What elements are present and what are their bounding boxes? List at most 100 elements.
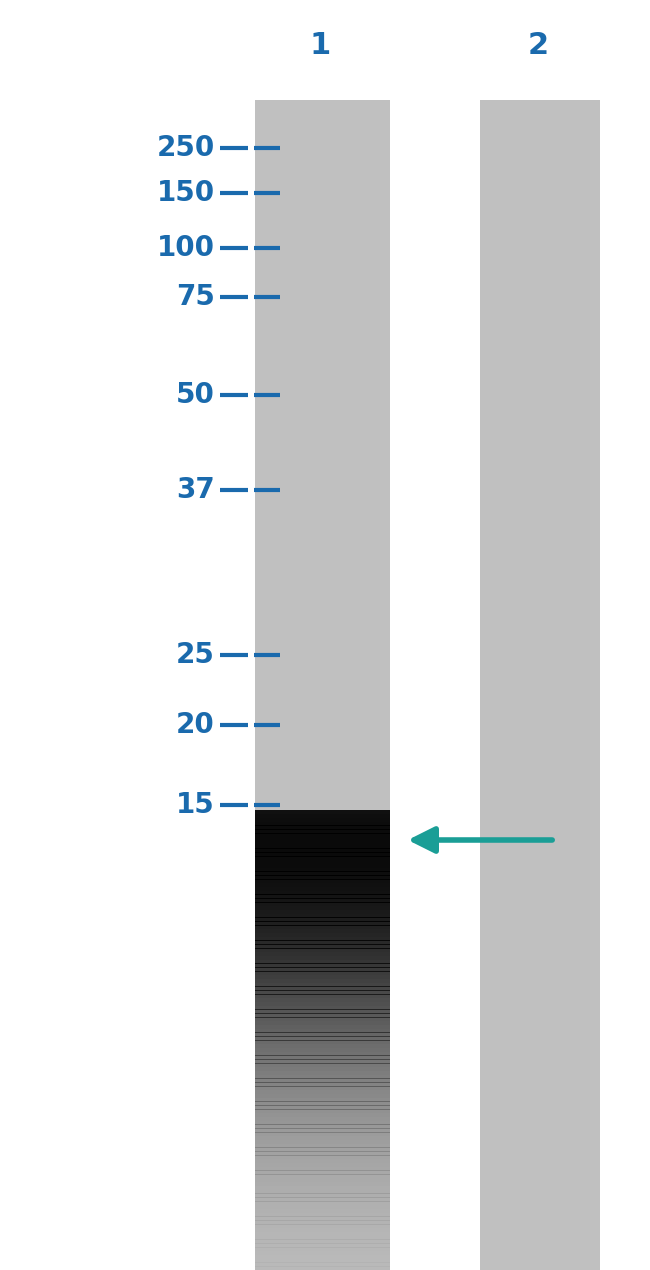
Bar — [255, 1090, 390, 1095]
Text: 150: 150 — [157, 179, 215, 207]
Bar — [255, 1044, 390, 1048]
Bar — [255, 1116, 390, 1121]
Bar — [255, 979, 390, 983]
Bar — [255, 1040, 390, 1044]
Bar — [255, 1078, 390, 1082]
Bar — [255, 960, 390, 964]
Bar — [255, 875, 390, 880]
Bar — [255, 1266, 390, 1270]
Bar — [255, 833, 390, 837]
Bar — [255, 928, 390, 933]
Bar — [255, 944, 390, 949]
Bar — [255, 826, 390, 829]
Bar — [255, 1029, 390, 1033]
Bar — [255, 886, 390, 892]
Bar — [255, 983, 390, 987]
Bar — [255, 909, 390, 914]
Bar — [255, 987, 390, 991]
Bar — [255, 1055, 390, 1059]
Bar — [255, 1120, 390, 1125]
Text: 2: 2 — [527, 30, 549, 60]
Bar — [255, 1154, 390, 1160]
Bar — [255, 867, 390, 871]
Bar — [255, 1128, 390, 1133]
Bar — [255, 1052, 390, 1055]
Bar — [255, 1182, 390, 1186]
Bar — [255, 1243, 390, 1247]
Bar — [255, 1059, 390, 1063]
Bar — [255, 822, 390, 826]
Bar — [255, 998, 390, 1002]
Bar — [255, 100, 390, 1270]
Bar — [255, 1151, 390, 1156]
Bar — [480, 100, 600, 1270]
Bar — [255, 814, 390, 818]
Bar — [255, 1067, 390, 1071]
Bar — [255, 1217, 390, 1220]
Bar — [255, 871, 390, 876]
Bar — [255, 1013, 390, 1017]
Bar — [255, 951, 390, 956]
Bar — [255, 1205, 390, 1209]
Bar — [255, 940, 390, 945]
Bar — [255, 1259, 390, 1262]
Bar — [255, 879, 390, 884]
Bar — [255, 906, 390, 911]
Bar — [255, 883, 390, 888]
Bar — [255, 1010, 390, 1013]
Bar — [255, 1247, 390, 1251]
Bar — [255, 972, 390, 975]
Bar — [255, 1224, 390, 1228]
Bar — [255, 1082, 390, 1087]
Bar — [255, 1113, 390, 1118]
Bar — [255, 810, 390, 814]
Bar — [255, 1048, 390, 1052]
Bar — [255, 1190, 390, 1194]
Bar — [255, 1198, 390, 1201]
Bar — [255, 1063, 390, 1067]
Text: 50: 50 — [176, 381, 215, 409]
Bar — [255, 1033, 390, 1036]
Bar — [255, 1071, 390, 1074]
Bar — [255, 1213, 390, 1217]
Bar — [255, 1101, 390, 1106]
Bar — [255, 1017, 390, 1021]
Bar — [255, 845, 390, 848]
Bar — [255, 1232, 390, 1236]
Bar — [255, 1105, 390, 1110]
Bar — [255, 1240, 390, 1243]
Bar — [255, 1097, 390, 1102]
Bar — [255, 975, 390, 979]
Bar — [255, 1228, 390, 1232]
Bar — [255, 921, 390, 926]
Bar — [255, 1025, 390, 1029]
Bar — [255, 1109, 390, 1114]
Bar — [255, 829, 390, 833]
Text: 250: 250 — [157, 135, 215, 163]
Bar — [255, 1074, 390, 1078]
Bar — [255, 936, 390, 941]
Bar — [255, 994, 390, 998]
Bar — [255, 860, 390, 864]
Text: 37: 37 — [176, 476, 215, 504]
Bar — [255, 1251, 390, 1255]
Bar — [255, 1179, 390, 1182]
Text: 20: 20 — [176, 711, 215, 739]
Bar — [255, 991, 390, 994]
Bar — [255, 917, 390, 922]
Bar — [255, 1139, 390, 1144]
Text: 75: 75 — [176, 283, 215, 311]
Bar — [255, 894, 390, 899]
Bar — [255, 1236, 390, 1240]
Text: 15: 15 — [176, 791, 215, 819]
Bar — [255, 852, 390, 856]
Text: 25: 25 — [176, 641, 215, 669]
Bar — [255, 1167, 390, 1171]
Bar — [255, 1194, 390, 1198]
Bar — [255, 1175, 390, 1179]
Bar — [255, 1093, 390, 1099]
Bar — [255, 890, 390, 895]
Bar — [255, 1006, 390, 1010]
Text: 1: 1 — [309, 30, 331, 60]
Bar — [255, 964, 390, 968]
